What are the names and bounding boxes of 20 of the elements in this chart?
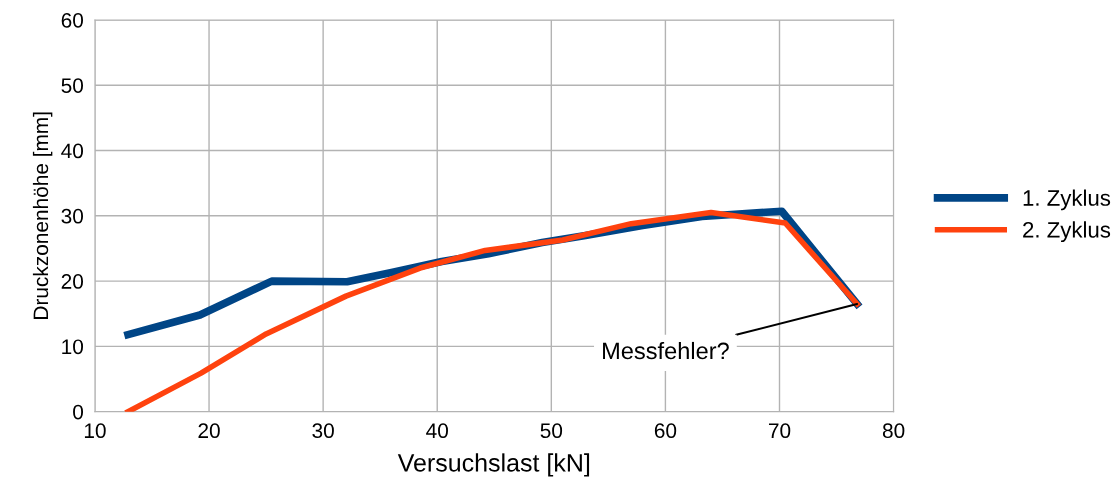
y-tick-label: 40: [61, 143, 84, 159]
y-axis-title: Druckzonenhöhe [mm]: [32, 112, 53, 319]
x-tick-label: 40: [426, 423, 448, 439]
annotation: Messfehler?: [603, 341, 729, 360]
x-tick-label: 70: [768, 423, 791, 439]
y-tick-label: 20: [61, 274, 84, 289]
x-tick-label: 20: [198, 423, 220, 439]
y-tick-label: 50: [61, 78, 84, 93]
legend-label: 2. Zyklus: [1023, 221, 1111, 243]
x-tick-label: 60: [654, 423, 677, 439]
x-tick-label: 30: [312, 423, 334, 439]
x-tick-label: 80: [882, 423, 905, 439]
x-tick-label: 50: [540, 423, 563, 439]
legend-label: 1. Zyklus: [1023, 189, 1111, 211]
y-tick-label: 0: [73, 404, 84, 420]
y-tick-label: 30: [61, 208, 84, 224]
y-tick-label: 60: [61, 12, 84, 28]
y-tick-label: 10: [62, 339, 84, 355]
x-axis-title: Versuchslast [kN]: [397, 453, 590, 477]
x-tick-label: 10: [84, 423, 106, 439]
